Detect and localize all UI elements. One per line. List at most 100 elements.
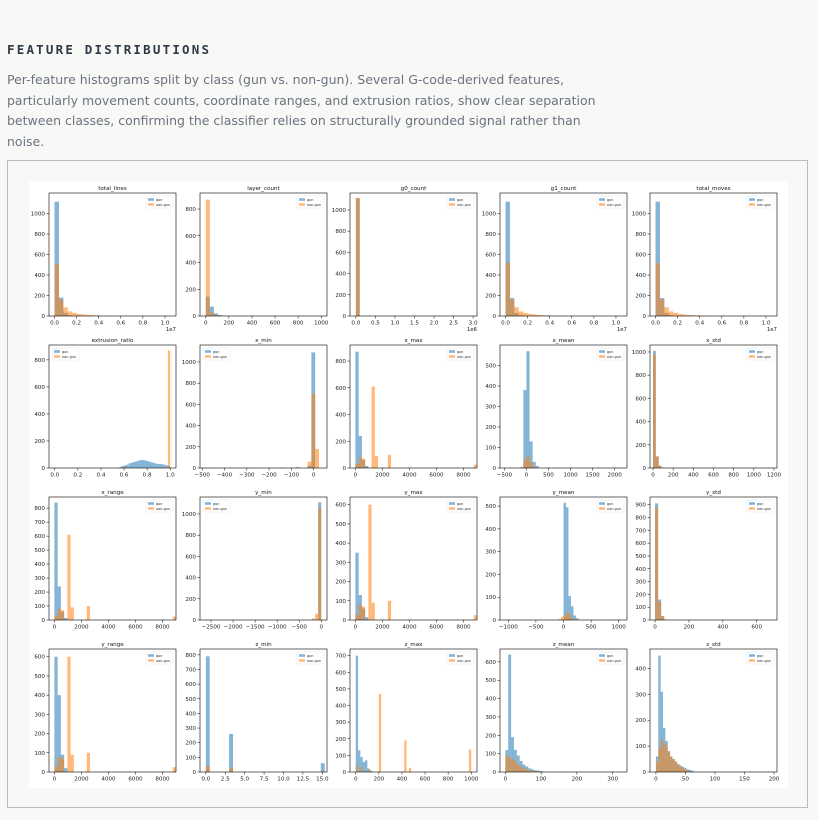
bar-gun xyxy=(365,760,368,772)
y-tick-label: 200 xyxy=(34,590,45,596)
bar-non-gun xyxy=(565,612,569,620)
y-tick-label: 500 xyxy=(635,554,646,560)
y-tick-label: 600 xyxy=(635,253,646,259)
x-tick-label: −500 xyxy=(195,473,211,479)
bar-non-gun xyxy=(674,761,678,772)
bar-gun xyxy=(64,617,68,620)
plot-area xyxy=(650,345,777,468)
bar-non-gun xyxy=(58,299,64,316)
y-tick-label: 0 xyxy=(342,466,346,472)
axes-frame xyxy=(199,344,328,469)
chart-title: z_max xyxy=(405,642,424,648)
bar-non-gun xyxy=(665,746,668,772)
bar-non-gun xyxy=(89,315,95,316)
x-tick-label: 6000 xyxy=(128,625,143,631)
bar-non-gun xyxy=(536,314,541,316)
bar-non-gun xyxy=(533,771,537,772)
plot-area xyxy=(200,649,327,772)
plot-area xyxy=(500,649,627,772)
y-tick-label: 0 xyxy=(342,618,346,624)
x-tick-label: −2000 xyxy=(224,625,243,631)
legend-swatch-gun xyxy=(599,654,605,657)
y-tick-label: 600 xyxy=(485,253,496,259)
y-tick-label: 400 xyxy=(635,273,646,279)
bar-non-gun xyxy=(531,770,534,772)
bar-gun xyxy=(119,466,122,468)
bar-non-gun xyxy=(672,759,675,772)
y-tick-label: 100 xyxy=(485,446,496,452)
y-tick-label: 200 xyxy=(485,572,496,578)
x-tick-label: 0 xyxy=(354,777,358,783)
y-tick-label: 0 xyxy=(342,770,346,776)
x-tick-label: 0.8 xyxy=(138,321,147,327)
y-tick-label: 600 xyxy=(34,385,45,391)
y-tick-label: 800 xyxy=(185,381,196,387)
y-tick-label: 200 xyxy=(185,445,196,451)
bar-non-gun xyxy=(686,770,689,772)
y-tick-label: 0 xyxy=(492,314,496,320)
x-tick-label: 800 xyxy=(443,777,454,783)
chart-title: x_min xyxy=(255,338,272,344)
x-tick-label: 0.0 xyxy=(351,321,360,327)
x-tick-label: 0.8 xyxy=(739,321,748,327)
bar-non-gun xyxy=(522,768,526,772)
legend-label-gun: gun xyxy=(62,350,68,354)
section-description: Per-feature histograms split by class (g… xyxy=(7,72,596,149)
y-tick-label: 400 xyxy=(485,697,496,703)
bar-non-gun xyxy=(81,314,86,316)
legend-swatch-non-gun xyxy=(599,507,605,510)
y-tick-label: 500 xyxy=(335,687,346,693)
y-tick-label: 600 xyxy=(485,660,496,666)
y-tick-label: 1000 xyxy=(632,212,647,218)
plot-area xyxy=(350,649,477,772)
bar-gun xyxy=(536,770,540,772)
y-tick-label: 500 xyxy=(34,674,45,680)
y-tick-label: 400 xyxy=(335,413,346,419)
bar-non-gun xyxy=(655,507,659,620)
bar-non-gun xyxy=(558,618,562,620)
x-tick-label: −400 xyxy=(217,473,233,479)
bar-gun xyxy=(355,351,359,468)
y-tick-label: 400 xyxy=(485,384,496,390)
chart-title: x_std xyxy=(706,338,721,344)
x-tick-label: 0.4 xyxy=(545,321,554,327)
x-tick-label: 0 xyxy=(53,777,57,783)
bar-gun xyxy=(516,755,520,772)
y-tick-label: 800 xyxy=(635,516,646,522)
y-tick-label: 400 xyxy=(34,412,45,418)
x-tick-label: −1000 xyxy=(268,625,287,631)
x-tick-label: 0 xyxy=(354,625,358,631)
y-tick-label: 200 xyxy=(335,439,346,445)
x-tick-label: 4000 xyxy=(402,473,417,479)
bar-gun xyxy=(369,770,372,772)
bar-non-gun xyxy=(468,749,472,772)
bar-non-gun xyxy=(540,315,546,316)
bar-non-gun xyxy=(404,740,407,772)
x-tick-label: 3.0 xyxy=(469,321,478,327)
y-tick-label: 800 xyxy=(34,358,45,364)
bar-non-gun xyxy=(209,312,214,316)
x-tick-label: 400 xyxy=(717,625,728,631)
x-tick-label: 300 xyxy=(607,777,618,783)
bar-non-gun xyxy=(320,771,325,772)
legend-swatch-non-gun xyxy=(749,355,755,358)
bar-non-gun xyxy=(527,313,533,316)
chart-title: total_lines xyxy=(98,186,127,192)
x-tick-label: 1.0 xyxy=(612,321,621,327)
histogram-y_mean: −1000 −500 0 500 1000 0 100 200 300 400 500 y_meang… xyxy=(485,490,628,631)
bar-non-gun xyxy=(318,507,322,620)
y-tick-label: 400 xyxy=(635,666,646,672)
axes-frame xyxy=(649,496,778,621)
x-tick-label: 1000 xyxy=(563,473,578,479)
x-tick-label: 0.0 xyxy=(50,321,59,327)
legend-swatch-non-gun xyxy=(299,203,305,206)
x-tick-label: −1500 xyxy=(246,625,265,631)
bar-non-gun xyxy=(516,764,520,772)
legend-swatch-non-gun xyxy=(148,507,154,510)
legend-swatch-gun xyxy=(449,502,455,505)
axes-frame xyxy=(199,496,328,621)
